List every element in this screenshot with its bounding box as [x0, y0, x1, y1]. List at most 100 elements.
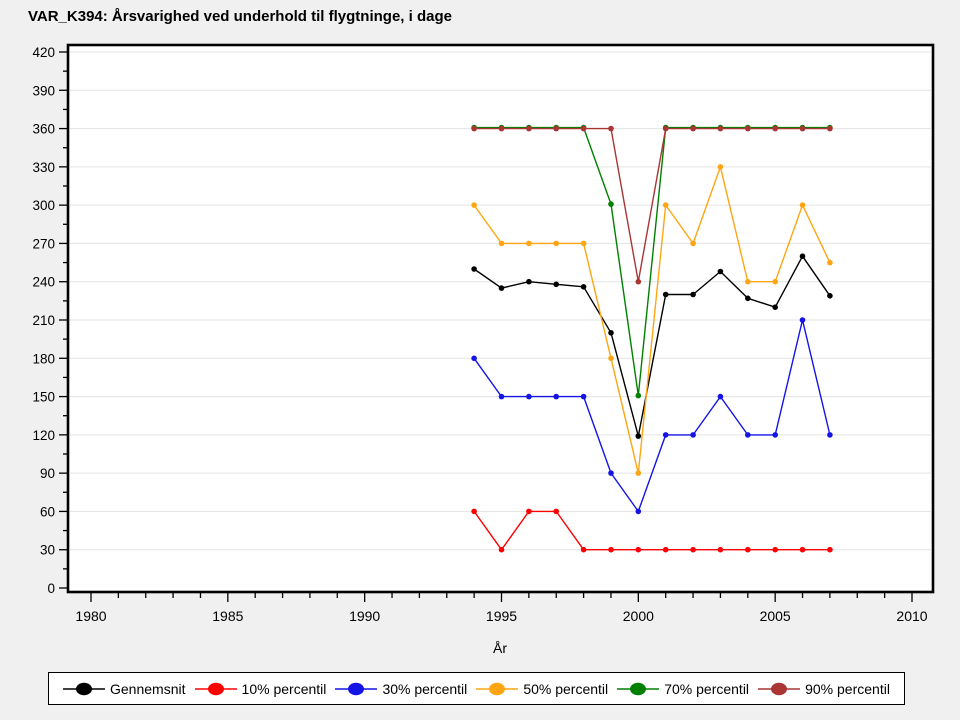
data-point [580, 546, 587, 553]
legend-item-50-percentil: 50% percentil [476, 681, 608, 697]
data-point [717, 393, 724, 400]
data-point [471, 202, 477, 208]
data-point [498, 125, 505, 132]
data-point [526, 278, 532, 285]
data-point [662, 432, 669, 438]
data-point [745, 125, 751, 132]
legend-label: 70% percentil [664, 680, 750, 697]
y-tick-label: 180 [32, 351, 55, 366]
legend-marker-icon [476, 682, 519, 695]
data-point [635, 433, 642, 439]
data-point [580, 125, 587, 132]
legend-marker-icon [335, 682, 378, 695]
legend: Gennemsnit 10% percentil 30% percentil 50% … [48, 672, 905, 705]
y-tick-label: 30 [40, 543, 55, 558]
data-point [553, 393, 559, 400]
data-point [827, 259, 833, 266]
data-point [799, 125, 806, 132]
data-point [498, 240, 505, 247]
x-tick-label: 2005 [760, 608, 791, 624]
data-point [580, 284, 587, 290]
y-tick-label: 390 [32, 83, 55, 98]
data-point [745, 546, 751, 553]
y-tick-label: 300 [32, 198, 55, 213]
data-point [498, 393, 505, 400]
data-point [662, 202, 669, 208]
legend-label: 10% percentil [241, 680, 327, 697]
data-point [553, 508, 559, 515]
legend-marker-icon [63, 682, 105, 695]
x-tick-label: 2010 [896, 608, 927, 624]
data-point [526, 393, 532, 400]
x-tick-label: 1990 [349, 608, 380, 624]
data-point [635, 508, 642, 515]
data-point [635, 546, 642, 553]
legend-item-10-percentil: 10% percentil [194, 680, 327, 697]
legend-label: 30% percentil [382, 680, 468, 697]
data-point [553, 125, 559, 132]
data-point [799, 253, 806, 259]
data-point [690, 240, 696, 247]
y-tick-label: 120 [32, 428, 55, 443]
data-point [772, 125, 778, 132]
data-point [498, 546, 505, 553]
y-tick-label: 270 [32, 236, 55, 251]
data-point [608, 355, 614, 362]
data-point [717, 268, 724, 275]
data-point [745, 295, 751, 302]
data-point [608, 330, 614, 336]
x-axis-ticks: 1980 1985 1990 1995 2000 2005 2010 [75, 593, 928, 624]
data-point [745, 432, 751, 438]
series-90-percentil [471, 125, 833, 285]
y-tick-label: 360 [32, 122, 55, 137]
x-tick-label: 2000 [623, 608, 654, 624]
y-tick-label: 0 [47, 581, 55, 596]
data-point [526, 125, 532, 132]
data-point [580, 240, 587, 247]
series-50-percentil [471, 164, 833, 476]
y-tick-label: 330 [32, 160, 55, 175]
data-point [471, 266, 477, 272]
data-point [745, 278, 751, 285]
data-point [772, 278, 778, 285]
data-point [717, 546, 724, 553]
data-point [580, 393, 587, 400]
data-point [498, 285, 505, 291]
data-point [772, 432, 778, 438]
legend-label: Gennemsnit [110, 680, 186, 697]
legend-item-90-percentil: 90% percentil [758, 681, 890, 697]
data-point [690, 125, 696, 132]
data-point [471, 508, 477, 515]
data-point [608, 470, 614, 476]
data-point [799, 546, 806, 553]
legend-marker-icon [758, 682, 801, 695]
y-tick-label: 210 [32, 313, 55, 328]
data-point [608, 201, 614, 207]
legend-marker-icon [617, 682, 660, 695]
data-point [690, 291, 696, 298]
data-point [608, 546, 614, 553]
x-tick-label: 1995 [486, 608, 517, 624]
data-point [553, 240, 559, 247]
y-axis-ticks: 0 30 60 90 120 150 180 210 240 270 300 330 360 390 420 [32, 45, 67, 596]
data-point [772, 546, 778, 553]
data-point [827, 546, 833, 553]
data-point [662, 125, 669, 132]
y-tick-label: 240 [32, 275, 55, 290]
series-gennemsnit [471, 253, 833, 439]
x-axis-label: År [493, 640, 507, 656]
data-point [717, 164, 724, 170]
legend-item-30-percentil: 30% percentil [335, 681, 467, 697]
series-10-percentil [471, 508, 833, 553]
legend-label: 50% percentil [523, 680, 609, 697]
data-point [608, 125, 614, 132]
data-point [635, 278, 642, 285]
y-tick-label: 150 [32, 390, 55, 405]
legend-item-70-percentil: 70% percentil [617, 681, 749, 697]
y-tick-label: 60 [40, 504, 55, 519]
data-point [635, 470, 642, 476]
data-point [827, 432, 833, 438]
data-point [471, 355, 477, 362]
